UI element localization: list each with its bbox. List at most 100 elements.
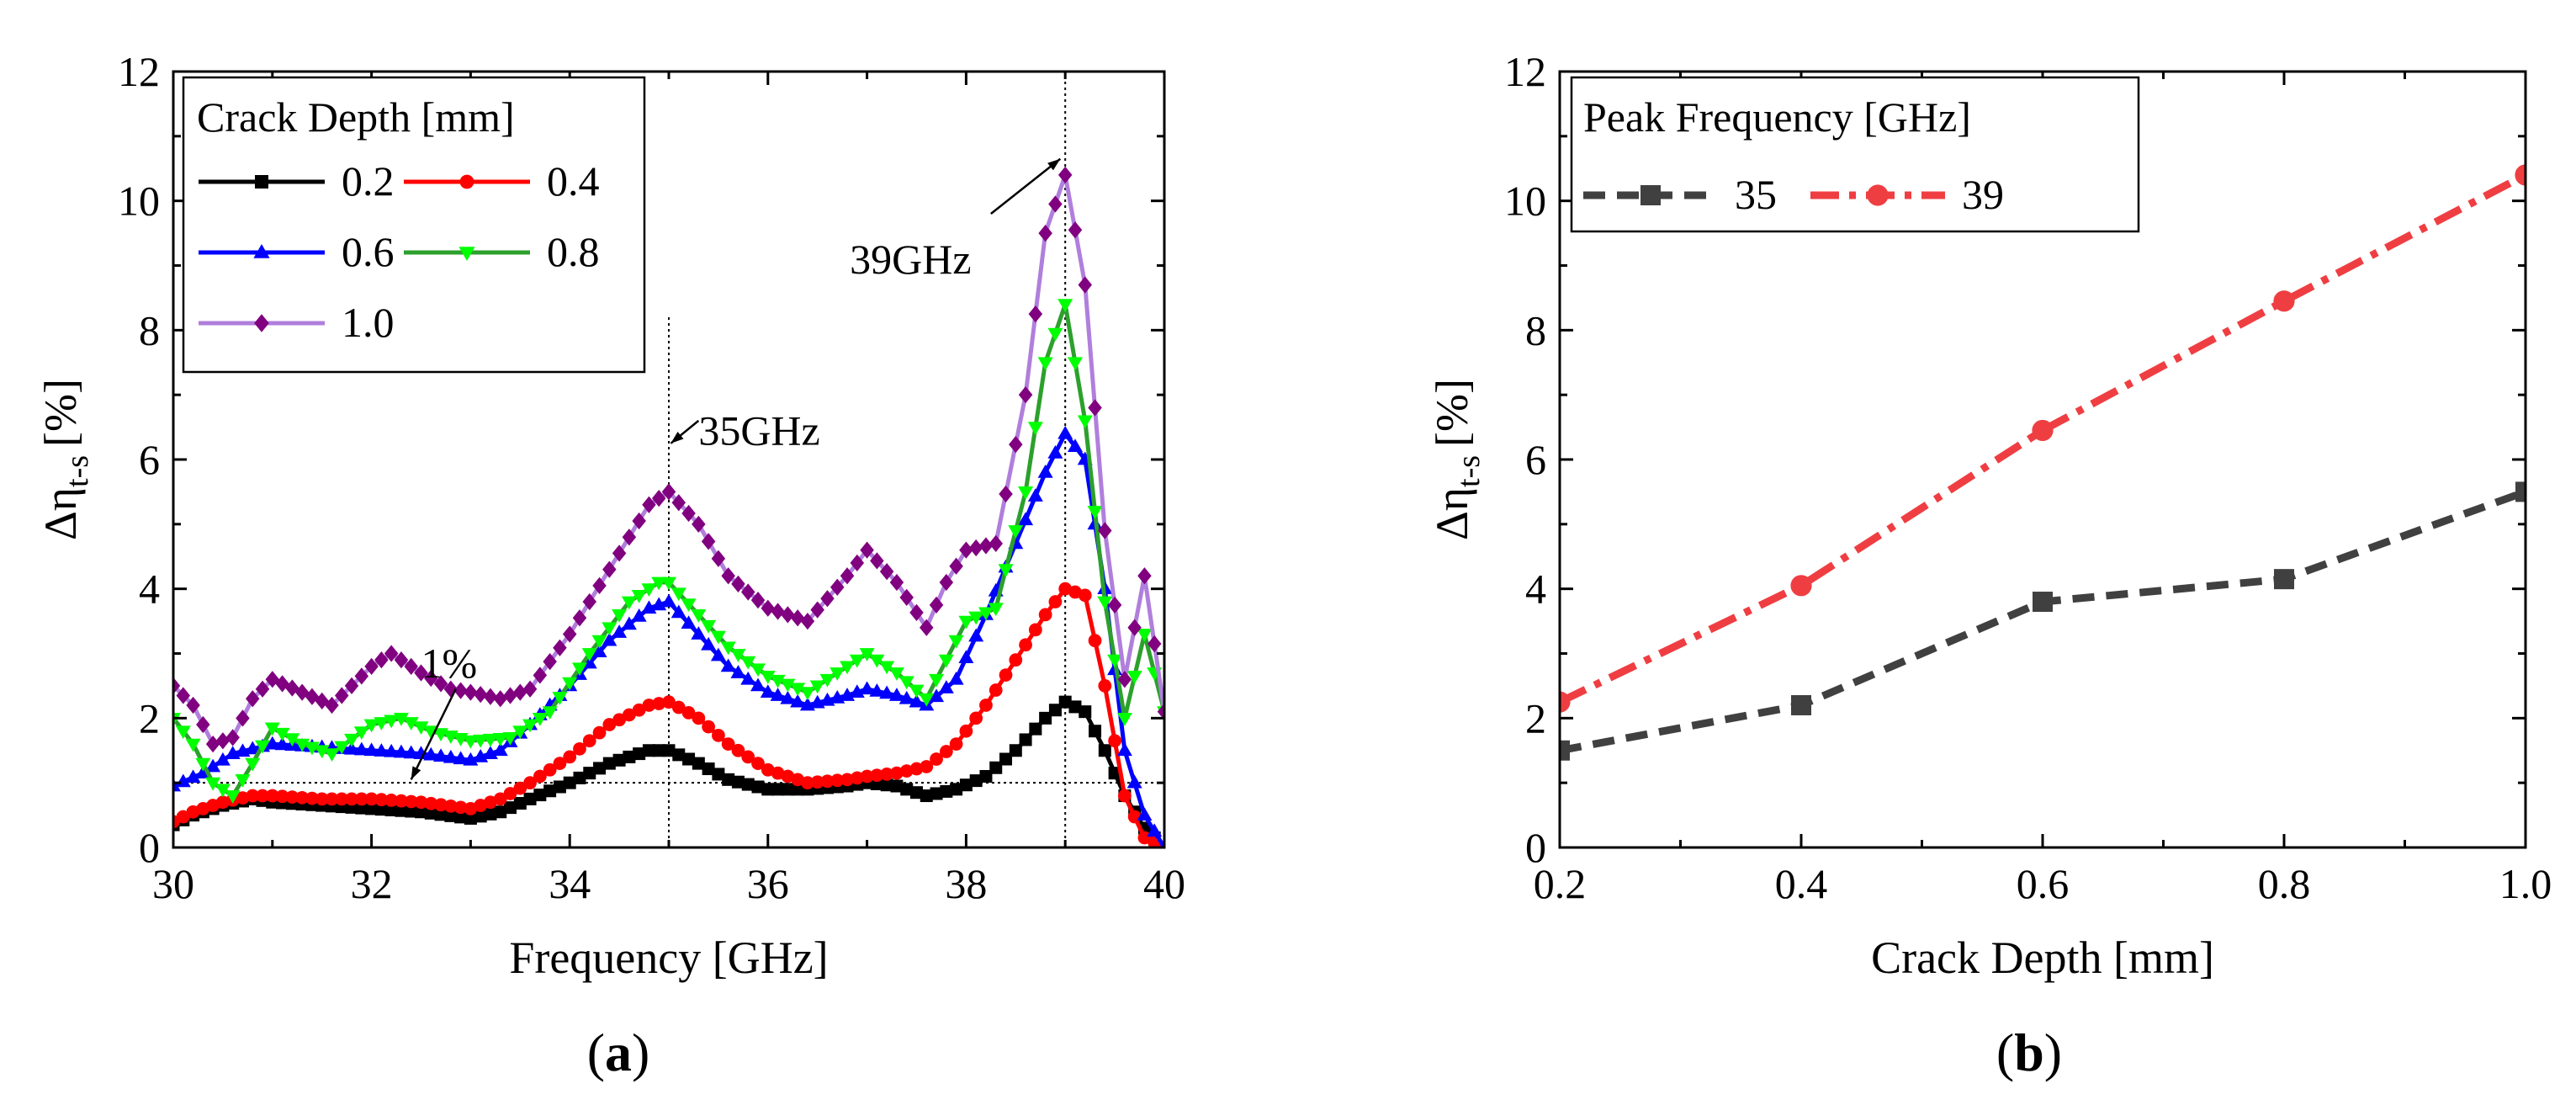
legend-item-0.2: 0.2 xyxy=(199,157,395,205)
y-axis-title-symbol: Δη xyxy=(35,487,86,540)
series-39 xyxy=(1560,164,2526,713)
data-point xyxy=(869,654,885,668)
data-point xyxy=(493,690,507,708)
data-point xyxy=(2032,419,2054,442)
data-point xyxy=(453,682,468,699)
data-point xyxy=(413,721,429,735)
data-point xyxy=(205,777,221,791)
data-point xyxy=(999,752,1013,766)
data-point xyxy=(642,744,655,757)
data-point xyxy=(185,738,201,752)
legend-item-1.0: 1.0 xyxy=(199,299,395,346)
y-axis-title: Δηt-s [%] xyxy=(35,379,95,540)
data-point xyxy=(859,681,875,695)
data-point xyxy=(830,667,845,681)
data-point xyxy=(602,632,617,646)
data-point xyxy=(1137,567,1152,585)
legend-title: Peak Frequency [GHz] xyxy=(1583,93,1971,141)
data-point xyxy=(523,792,537,805)
data-point xyxy=(999,485,1013,503)
data-point xyxy=(661,483,676,501)
annotation-arrow-39ghz xyxy=(990,157,1062,215)
legend-label: 39 xyxy=(1962,171,2004,218)
data-point xyxy=(978,537,994,555)
data-point xyxy=(395,794,408,808)
y-tick-label: 10 xyxy=(1504,178,1546,225)
data-point xyxy=(542,706,558,720)
data-point xyxy=(364,657,379,675)
data-point xyxy=(869,683,885,697)
x-axis-title: Frequency [GHz] xyxy=(509,932,828,983)
data-point xyxy=(1038,608,1052,622)
data-point xyxy=(888,667,904,681)
data-point xyxy=(979,769,993,783)
data-point xyxy=(888,688,904,701)
data-point xyxy=(394,651,409,669)
data-point xyxy=(1126,774,1142,789)
data-point xyxy=(384,645,399,662)
data-point xyxy=(920,619,934,636)
data-point xyxy=(879,563,894,581)
data-point xyxy=(205,758,221,773)
data-point xyxy=(890,766,904,780)
data-point xyxy=(1018,486,1034,500)
data-point xyxy=(721,737,735,751)
data-point xyxy=(236,791,250,805)
data-point xyxy=(602,622,617,636)
data-point xyxy=(553,780,566,794)
data-point xyxy=(433,675,448,693)
data-point xyxy=(423,746,439,761)
series-1.0 xyxy=(173,166,1164,753)
data-point xyxy=(612,713,626,727)
x-tick-label: 34 xyxy=(549,860,591,907)
data-point xyxy=(543,652,557,671)
data-point xyxy=(325,792,339,806)
data-point xyxy=(968,611,984,625)
data-point xyxy=(543,762,557,777)
data-point xyxy=(175,725,191,740)
series-0.8 xyxy=(173,299,1164,804)
data-point xyxy=(1028,623,1042,637)
x-tick-label: 0.8 xyxy=(2258,860,2311,907)
data-point xyxy=(552,691,568,705)
legend-item-35: 35 xyxy=(1583,171,1777,218)
data-point xyxy=(929,596,944,614)
data-point xyxy=(2274,569,2294,590)
data-point xyxy=(374,743,390,757)
data-point xyxy=(968,628,984,642)
data-point xyxy=(880,778,893,792)
data-point xyxy=(363,742,379,757)
data-point xyxy=(255,740,271,754)
data-point xyxy=(909,684,925,699)
x-tick-label: 36 xyxy=(747,860,789,907)
data-point xyxy=(533,667,548,684)
data-point xyxy=(464,811,477,825)
legend-swatch-marker xyxy=(459,174,474,189)
data-point xyxy=(334,741,350,755)
data-point xyxy=(623,708,636,722)
data-point xyxy=(1009,653,1023,667)
data-point xyxy=(503,687,517,704)
data-point xyxy=(513,796,527,810)
data-point xyxy=(1098,679,1112,693)
data-point xyxy=(543,784,557,798)
data-point xyxy=(712,768,725,781)
y-tick-label: 6 xyxy=(139,436,160,483)
data-point xyxy=(938,654,954,668)
data-point xyxy=(681,706,696,720)
data-point xyxy=(761,783,775,796)
data-point xyxy=(463,735,479,749)
data-point xyxy=(335,687,349,704)
data-point xyxy=(958,650,974,663)
data-point xyxy=(623,750,636,763)
data-point xyxy=(800,612,815,630)
data-point xyxy=(1097,596,1113,610)
data-point xyxy=(1126,671,1142,684)
series-group xyxy=(1560,164,2526,761)
data-point xyxy=(701,533,716,550)
legend-label: 35 xyxy=(1735,171,1777,218)
data-point xyxy=(415,805,427,819)
legend-swatch-marker xyxy=(254,314,269,332)
data-point xyxy=(355,801,368,815)
data-point xyxy=(711,550,726,567)
